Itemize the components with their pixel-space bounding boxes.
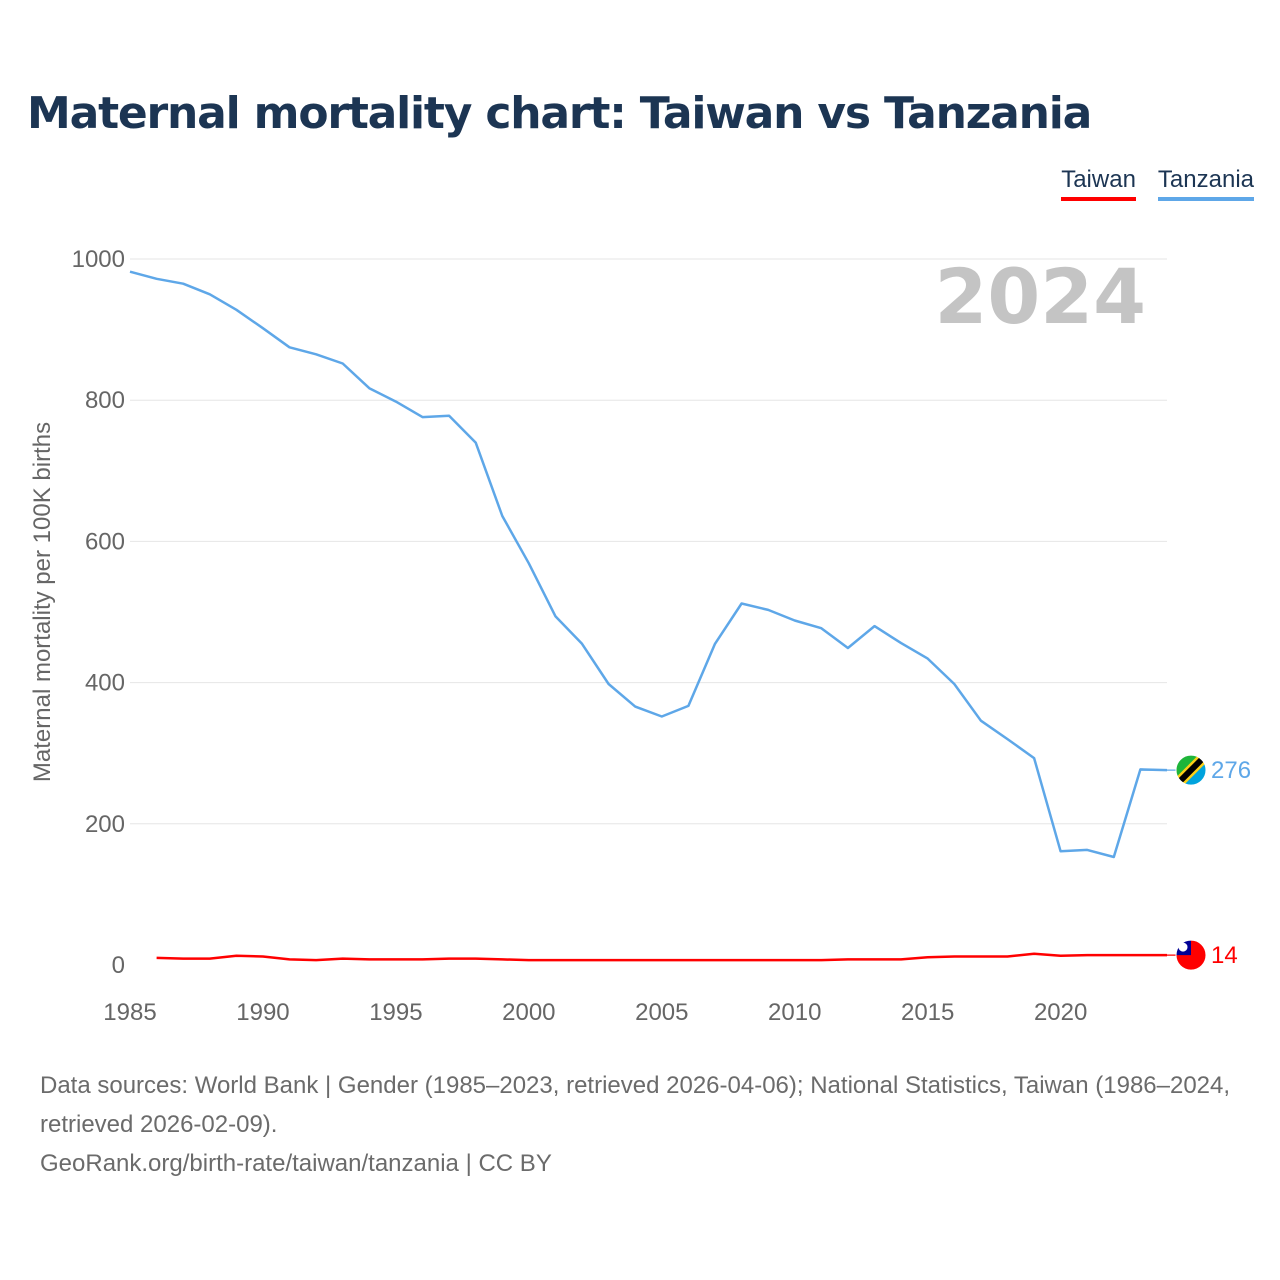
flag-taiwan-icon bbox=[1175, 939, 1207, 971]
y-tick-label: 200 bbox=[85, 811, 125, 838]
y-tick-label: 1000 bbox=[72, 246, 125, 273]
legend-item-tanzania[interactable]: Tanzania bbox=[1157, 166, 1254, 201]
x-tick-label: 1985 bbox=[103, 999, 156, 1026]
year-watermark: 2024 bbox=[934, 252, 1146, 341]
y-tick-label: 0 bbox=[112, 952, 125, 979]
gridlines bbox=[130, 258, 1167, 825]
x-tick-label: 2015 bbox=[901, 999, 954, 1026]
series-line-tanzania bbox=[129, 270, 1168, 859]
x-tick-label: 1995 bbox=[369, 999, 422, 1026]
license-text: | CC BY bbox=[458, 1150, 552, 1177]
series-end-markers: 276 14 bbox=[1139, 754, 1251, 971]
x-tick-label: 1990 bbox=[236, 999, 289, 1026]
attribution: GeoRank.org/birth-rate/taiwan/tanzania |… bbox=[40, 1144, 1240, 1183]
y-axis-label: Maternal mortality per 100K births bbox=[29, 422, 56, 782]
footer: Data sources: World Bank | Gender (1985–… bbox=[40, 1066, 1240, 1183]
series-lines bbox=[129, 270, 1168, 962]
legend: Taiwan Tanzania bbox=[1061, 166, 1254, 201]
x-axis-ticks: 1985 1990 1995 2000 2005 2010 2015 2020 bbox=[103, 999, 1087, 1026]
y-tick-label: 600 bbox=[85, 528, 125, 555]
x-tick-label: 2010 bbox=[768, 999, 821, 1026]
end-value-label-tanzania: 276 bbox=[1211, 757, 1251, 784]
line-chart: 0 200 400 600 800 1000 1985 1990 1995 2000 2005 20… bbox=[29, 246, 1251, 1026]
y-tick-label: 400 bbox=[85, 670, 125, 697]
y-tick-label: 800 bbox=[85, 387, 125, 414]
series-line-taiwan bbox=[156, 952, 1167, 962]
data-sources: Data sources: World Bank | Gender (1985–… bbox=[40, 1072, 1231, 1138]
x-tick-label: 2005 bbox=[635, 999, 688, 1026]
legend-item-taiwan[interactable]: Taiwan bbox=[1061, 166, 1136, 201]
y-axis-ticks: 0 200 400 600 800 1000 bbox=[72, 246, 125, 979]
end-value-label-taiwan: 14 bbox=[1211, 942, 1238, 969]
source-link[interactable]: GeoRank.org/birth-rate/taiwan/tanzania bbox=[40, 1150, 459, 1177]
flag-tanzania-icon bbox=[1175, 754, 1207, 786]
x-tick-label: 2000 bbox=[502, 999, 555, 1026]
x-tick-label: 2020 bbox=[1034, 999, 1087, 1026]
page-title: Maternal mortality chart: Taiwan vs Tanz… bbox=[27, 88, 1092, 139]
